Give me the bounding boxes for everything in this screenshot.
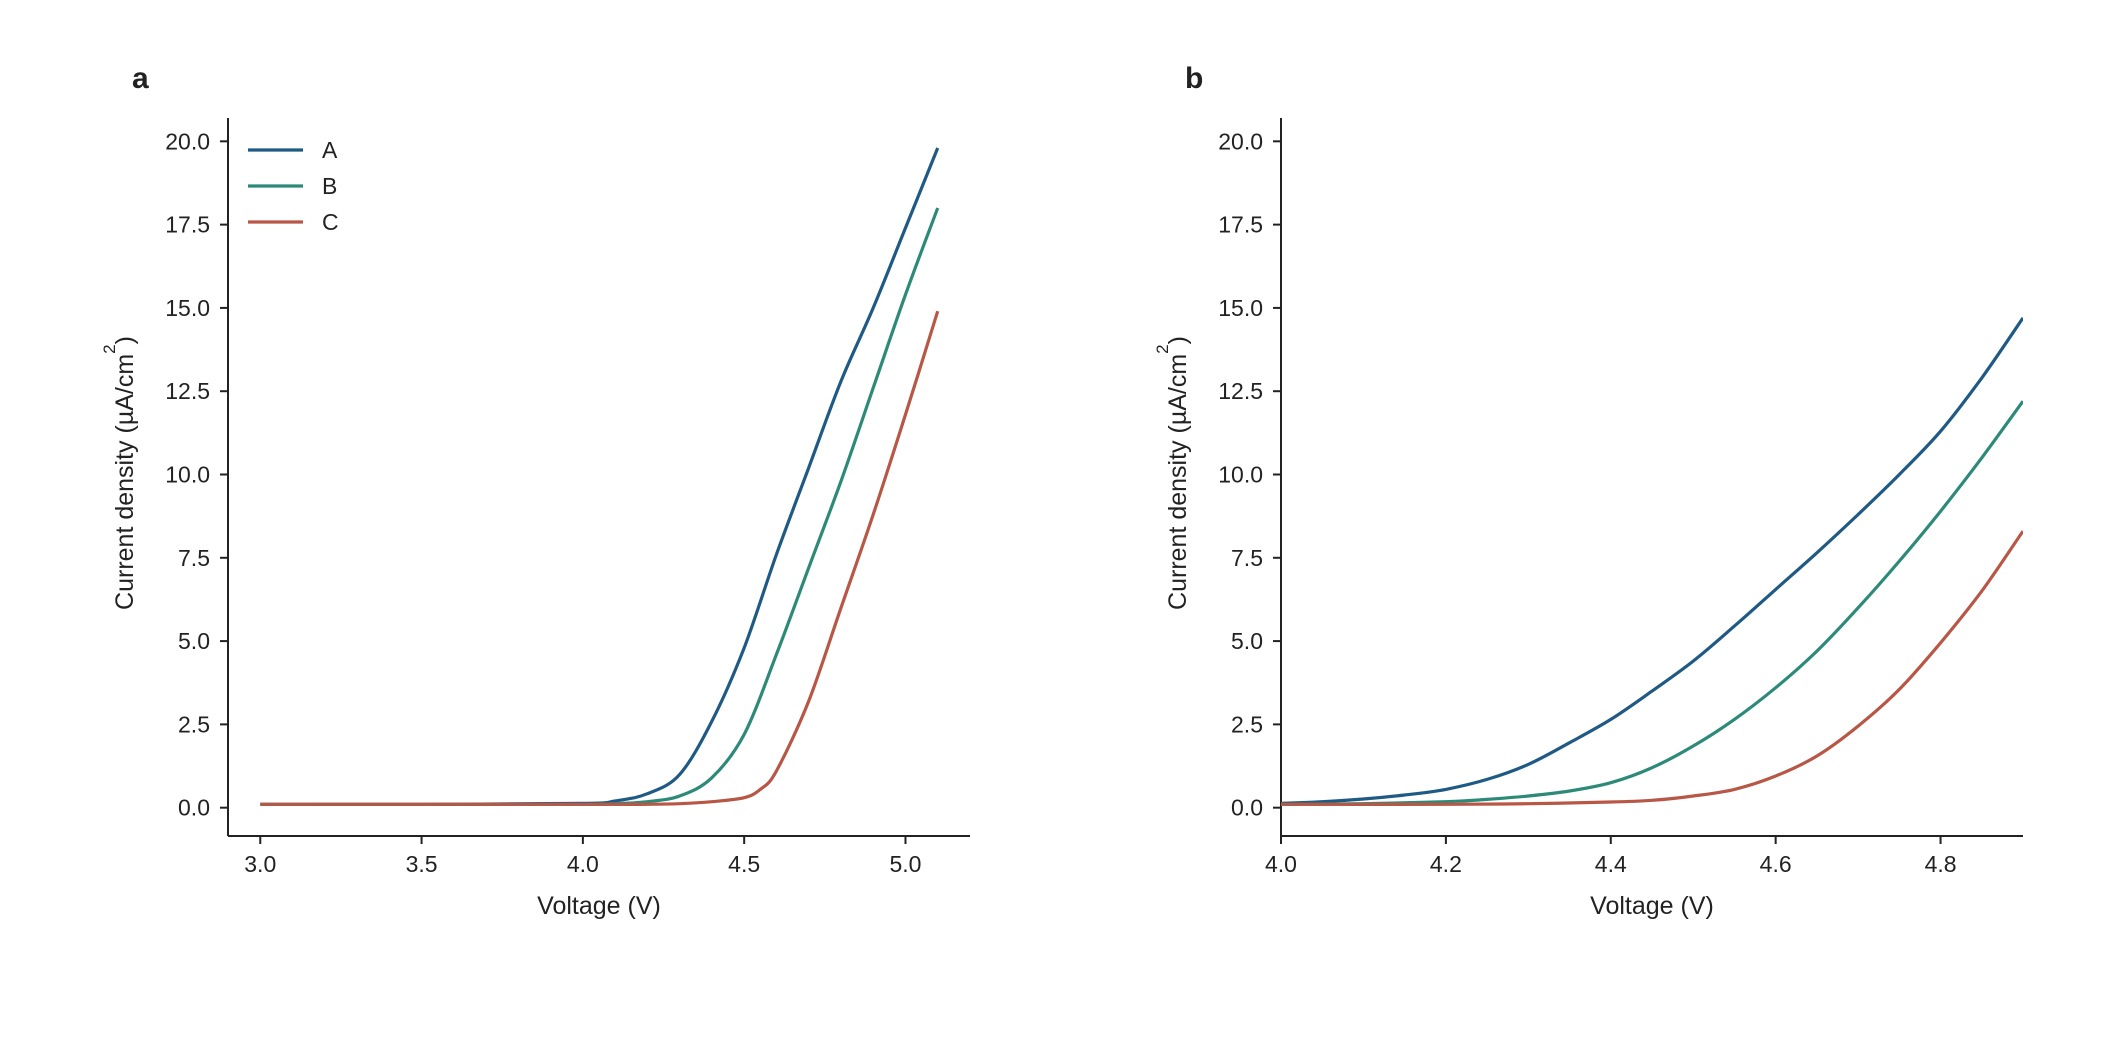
- y-axis-label-close: ): [1164, 336, 1192, 344]
- series-line-B: [260, 207, 940, 806]
- x-tick-label: 3.5: [406, 851, 438, 877]
- x-tick-label: 4.2: [1430, 851, 1462, 877]
- x-tick-label: 4.8: [1925, 851, 1957, 877]
- y-axis-label-superscript: 2: [100, 344, 119, 353]
- y-tick-label: 10.0: [1218, 462, 1263, 488]
- x-tick-label: 4.4: [1595, 851, 1627, 877]
- y-axis-label-superscript: 2: [1153, 344, 1172, 353]
- y-axis-label-close: ): [111, 336, 139, 344]
- y-tick-label: 17.5: [165, 212, 210, 238]
- legend-label-B: B: [322, 173, 337, 199]
- y-tick-label: 7.5: [1231, 545, 1263, 571]
- x-tick-label: 5.0: [889, 851, 921, 877]
- legend-label-C: C: [322, 209, 339, 235]
- y-tick-label: 0.0: [1231, 795, 1263, 821]
- series-line-A: [260, 147, 940, 806]
- x-tick-label: 3.0: [244, 851, 276, 877]
- panel-b: b 4.0 4.2 4.4 4.6 4.8 0.0 2.5 5.0 7.5 10.0 12.5 15.0…: [1153, 62, 2023, 920]
- series-line-C: [1281, 530, 2023, 806]
- y-tick-label: 7.5: [178, 545, 210, 571]
- y-tick-label: 2.5: [178, 711, 210, 737]
- panel-letter: a: [132, 62, 149, 95]
- legend: ABC: [248, 137, 339, 235]
- y-tick-label: 5.0: [1231, 628, 1263, 654]
- y-tick-label: 20.0: [165, 128, 210, 154]
- y-tick-label: 15.0: [1218, 295, 1263, 321]
- y-tick-label: 2.5: [1231, 711, 1263, 737]
- y-tick-label: 15.0: [165, 295, 210, 321]
- series-line-B: [1281, 400, 2023, 806]
- y-axis-label: Current density (µA/cm2): [100, 336, 139, 610]
- y-axis-label-main: Current density (µA/cm: [111, 354, 139, 610]
- y-axis-label: Current density (µA/cm2): [1153, 336, 1192, 610]
- y-tick-label: 20.0: [1218, 128, 1263, 154]
- x-tick-label: 4.0: [1265, 851, 1297, 877]
- x-axis-label: Voltage (V): [1590, 892, 1714, 920]
- x-axis-label: Voltage (V): [537, 892, 661, 920]
- panel-letter: b: [1185, 62, 1203, 95]
- x-tick-label: 4.0: [567, 851, 599, 877]
- y-tick-label: 5.0: [178, 628, 210, 654]
- y-axis-label-main: Current density (µA/cm: [1164, 354, 1192, 610]
- series-line-A: [1281, 316, 2023, 805]
- y-tick-label: 0.0: [178, 795, 210, 821]
- panel-a: a 3.0 3.5 4.0 4.5 5.0 0.0 2.5 5.0 7.5 10.0 12.5 15.0…: [100, 62, 970, 920]
- x-tick-label: 4.5: [728, 851, 760, 877]
- legend-label-A: A: [322, 137, 338, 163]
- series-line-C: [260, 310, 940, 806]
- y-tick-label: 17.5: [1218, 212, 1263, 238]
- y-tick-label: 12.5: [1218, 378, 1263, 404]
- y-tick-label: 10.0: [165, 462, 210, 488]
- y-tick-label: 12.5: [165, 378, 210, 404]
- x-tick-label: 4.6: [1760, 851, 1792, 877]
